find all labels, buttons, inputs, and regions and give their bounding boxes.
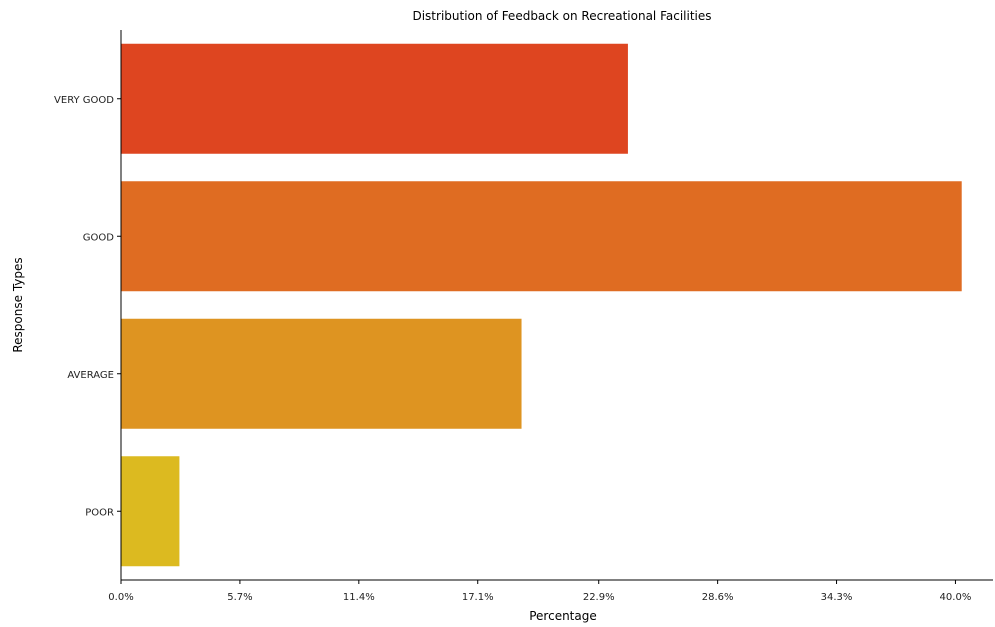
x-tick-label-5: 28.6% bbox=[702, 592, 734, 603]
x-tick-label-2: 11.4% bbox=[343, 592, 375, 603]
x-axis-label: Percentage bbox=[529, 609, 597, 623]
y-tick-label-average: AVERAGE bbox=[67, 370, 114, 381]
x-axis-ticks: 0.0% 5.7% 11.4% 17.1% 22.9% 28.6% 34.3% 40.0% bbox=[108, 580, 971, 603]
x-tick-label-0: 0.0% bbox=[108, 592, 133, 603]
x-tick-label-6: 34.3% bbox=[821, 592, 853, 603]
x-tick-label-3: 17.1% bbox=[462, 592, 494, 603]
bar-good bbox=[121, 181, 962, 292]
x-tick-label-7: 40.0% bbox=[940, 592, 972, 603]
bar-poor bbox=[121, 456, 180, 567]
bars-group bbox=[121, 43, 962, 567]
y-axis-ticks: VERY GOOD GOOD AVERAGE POOR bbox=[54, 95, 121, 518]
chart-title: Distribution of Feedback on Recreational… bbox=[412, 9, 711, 23]
y-tick-label-good: GOOD bbox=[83, 232, 114, 243]
bar-average bbox=[121, 318, 522, 429]
bar-very-good bbox=[121, 43, 628, 154]
x-tick-label-1: 5.7% bbox=[227, 592, 252, 603]
x-tick-label-4: 22.9% bbox=[583, 592, 615, 603]
y-tick-label-very-good: VERY GOOD bbox=[54, 95, 114, 106]
y-axis-label: Response Types bbox=[11, 257, 25, 352]
y-tick-label-poor: POOR bbox=[85, 507, 114, 518]
